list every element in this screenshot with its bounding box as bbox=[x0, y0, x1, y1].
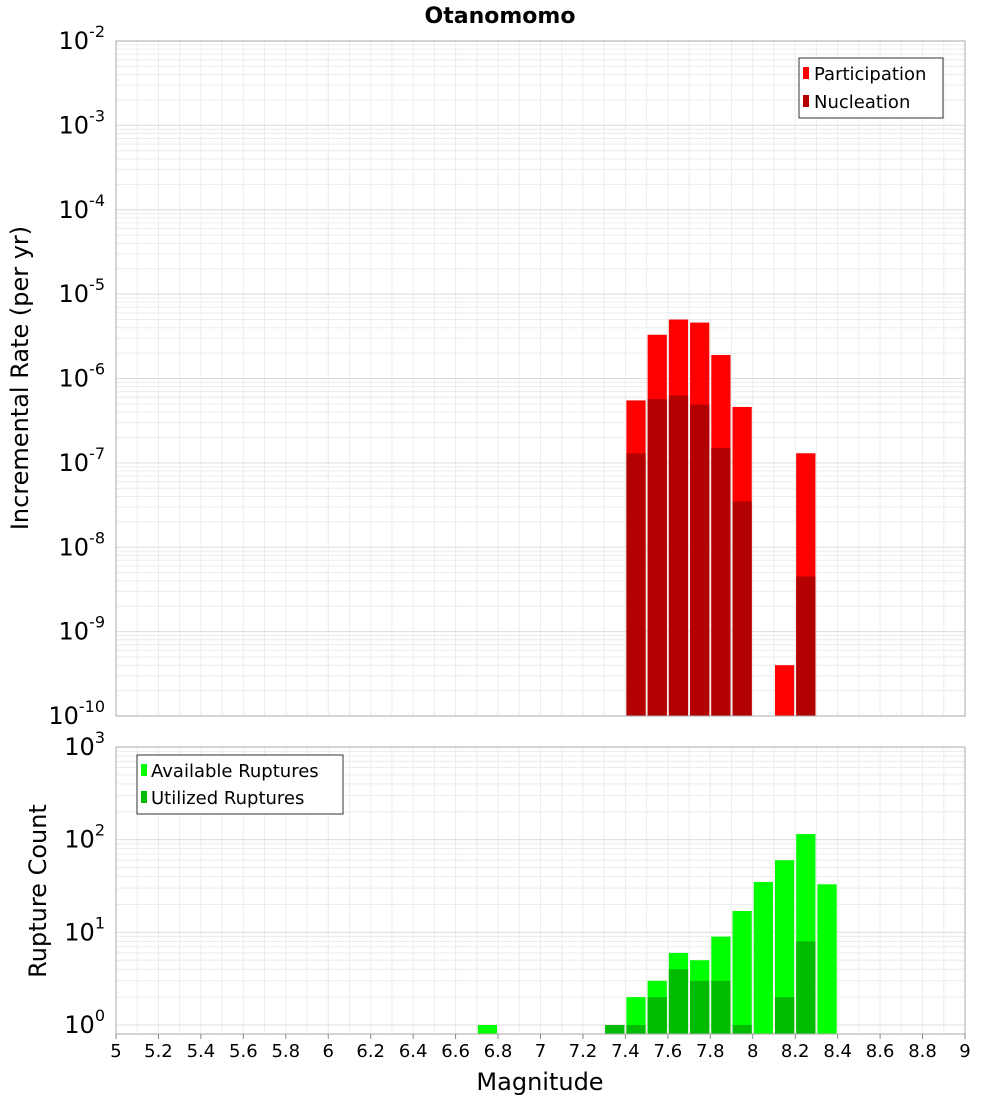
x-tick-label: 5 bbox=[110, 1041, 121, 1062]
available-ruptures-bar bbox=[774, 860, 795, 1034]
top-y-tick-label: 10-5 bbox=[59, 275, 106, 308]
nucleation-bar bbox=[732, 501, 752, 716]
x-tick-label: 8.2 bbox=[781, 1041, 810, 1062]
x-tick-label: 6.8 bbox=[484, 1041, 513, 1062]
x-tick-label: 6.6 bbox=[441, 1041, 470, 1062]
available-ruptures-bar bbox=[477, 1025, 498, 1034]
top-y-ticks: 10-10 10-9 10-8 10-7 10-6 10-5 10-4 10-3 10-2 bbox=[48, 22, 105, 730]
bottom-y-tick-label: 102 bbox=[64, 821, 105, 854]
nucleation-bar bbox=[647, 399, 667, 716]
legend-swatch-utilized bbox=[141, 791, 147, 803]
utilized-ruptures-bar bbox=[626, 1025, 646, 1034]
utilized-ruptures-bar bbox=[690, 980, 710, 1034]
x-tick-label: 7.6 bbox=[654, 1041, 683, 1062]
utilized-ruptures-bar bbox=[796, 941, 816, 1034]
x-tick-label: 8.6 bbox=[866, 1041, 895, 1062]
nucleation-bar bbox=[690, 404, 710, 716]
nucleation-bar bbox=[796, 576, 816, 716]
x-axis-label: Magnitude bbox=[476, 1068, 603, 1096]
bottom-y-tick-label: 100 bbox=[64, 1006, 105, 1039]
x-tick-label: 5.4 bbox=[187, 1041, 216, 1062]
bottom-y-ticks: 100 101 102 103 bbox=[64, 728, 105, 1039]
bottom-panel: 100 101 102 103 5 5.2 5.4 5.6 5.8 6 6.2 6.4 6.6 6.8 7… bbox=[24, 728, 971, 1096]
x-tick-label: 6 bbox=[323, 1041, 334, 1062]
top-y-tick-label: 10-4 bbox=[59, 191, 106, 224]
top-y-tick-label: 10-10 bbox=[48, 697, 105, 730]
utilized-ruptures-bar bbox=[711, 980, 731, 1034]
x-tick-label: 7.2 bbox=[569, 1041, 598, 1062]
top-bars bbox=[626, 319, 816, 716]
legend-swatch-nucleation bbox=[803, 95, 809, 107]
legend-swatch-available bbox=[141, 764, 147, 776]
utilized-ruptures-bar bbox=[647, 997, 667, 1034]
x-tick-label: 6.4 bbox=[399, 1041, 428, 1062]
bottom-bars bbox=[477, 834, 837, 1034]
x-tick-label: 8.8 bbox=[908, 1041, 937, 1062]
x-tick-label: 9 bbox=[959, 1041, 970, 1062]
x-tick-label: 8 bbox=[747, 1041, 758, 1062]
top-y-tick-label: 10-6 bbox=[59, 360, 106, 393]
nucleation-bar bbox=[711, 448, 731, 716]
top-plot-frame bbox=[115, 40, 966, 717]
top-y-tick-label: 10-3 bbox=[59, 106, 106, 139]
top-y-tick-label: 10-9 bbox=[59, 613, 106, 646]
legend-label-participation: Participation bbox=[814, 64, 926, 85]
x-tick-label: 8.4 bbox=[823, 1041, 852, 1062]
bottom-y-tick-label: 101 bbox=[64, 913, 105, 946]
utilized-ruptures-bar bbox=[605, 1025, 625, 1034]
utilized-ruptures-bar bbox=[774, 997, 795, 1034]
legend-label-nucleation: Nucleation bbox=[814, 92, 910, 113]
top-y-tick-label: 10-2 bbox=[59, 22, 106, 55]
top-y-axis-label: Incremental Rate (per yr) bbox=[6, 226, 34, 530]
bottom-y-tick-label: 103 bbox=[64, 728, 105, 761]
chart-title: Otanomomo bbox=[425, 4, 576, 29]
utilized-ruptures-bar bbox=[732, 1025, 752, 1034]
top-panel: 10-10 10-9 10-8 10-7 10-6 10-5 10-4 10-3 10-2 In… bbox=[6, 22, 966, 730]
top-y-tick-label: 10-8 bbox=[59, 528, 106, 561]
utilized-ruptures-bar bbox=[668, 969, 689, 1034]
x-tick-label: 5.8 bbox=[271, 1041, 300, 1062]
top-legend-box bbox=[798, 57, 944, 119]
top-y-tick-label: 10-7 bbox=[59, 444, 106, 477]
top-legend: Participation Nucleation bbox=[798, 57, 944, 119]
bottom-y-axis-label: Rupture Count bbox=[24, 804, 52, 978]
x-tick-label: 6.2 bbox=[356, 1041, 385, 1062]
available-ruptures-bar bbox=[626, 997, 646, 1034]
nucleation-bar bbox=[626, 453, 646, 716]
legend-label-available: Available Ruptures bbox=[151, 761, 319, 782]
x-tick-label: 7 bbox=[535, 1041, 546, 1062]
bottom-legend: Available Ruptures Utilized Ruptures bbox=[136, 754, 344, 815]
top-grid bbox=[115, 41, 966, 717]
nucleation-bar bbox=[668, 395, 689, 716]
legend-label-utilized: Utilized Ruptures bbox=[151, 788, 304, 809]
available-ruptures-bar bbox=[732, 910, 752, 1034]
legend-swatch-participation bbox=[803, 67, 809, 79]
x-tick-label: 5.2 bbox=[144, 1041, 173, 1062]
x-tick-label: 5.6 bbox=[229, 1041, 258, 1062]
x-tick-label: 7.4 bbox=[611, 1041, 640, 1062]
bottom-x-ticks: 5 5.2 5.4 5.6 5.8 6 6.2 6.4 6.6 6.8 7 7.2 7.4 7.6 7.8 8… bbox=[110, 1034, 971, 1062]
participation-bar bbox=[774, 665, 795, 716]
available-ruptures-bar bbox=[753, 881, 773, 1034]
bottom-legend-box bbox=[136, 754, 344, 815]
available-ruptures-bar bbox=[817, 884, 837, 1034]
x-tick-label: 7.8 bbox=[696, 1041, 725, 1062]
